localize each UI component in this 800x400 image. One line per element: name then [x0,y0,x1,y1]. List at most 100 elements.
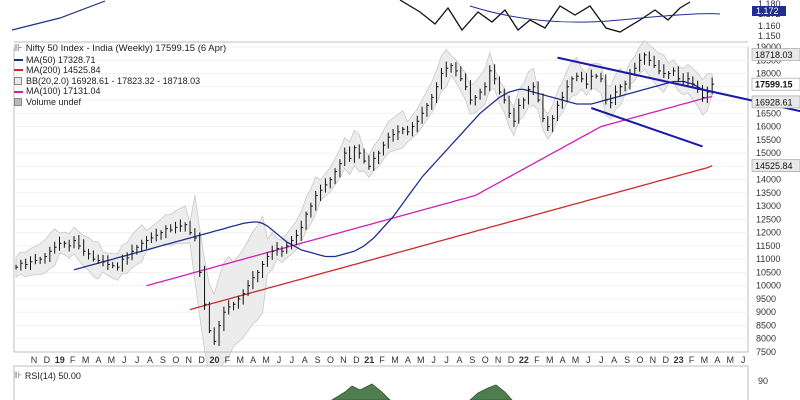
legend-label-bb: BB(20,2.0) 16928.61 - 17823.32 - 18718.0… [26,75,201,86]
top-panel-value-badge [752,6,786,16]
x-tick-label: J [599,355,604,365]
legend-item-volume: Volume undef [14,97,226,108]
price-grid [13,46,749,353]
plot-area [13,46,749,353]
trendline [590,107,703,148]
x-tick-label: M [572,355,580,365]
x-tick-label: S [160,355,166,365]
x-tick-label: S [624,355,630,365]
chart-legend: ⊪ Nifty 50 Index - India (Weekly) 17599.… [14,43,226,108]
x-tick-label: F [534,355,540,365]
x-tick-label: A [250,355,256,365]
x-tick-label: N [340,355,347,365]
y-tick-label: 15500 [756,135,781,145]
x-tick-label: A [302,355,308,365]
y-tick-label: 9000 [756,307,776,317]
price-bars [15,51,715,346]
x-tick-label: A [147,355,153,365]
x-tick-label: O [327,355,334,365]
value-label-badge [751,48,800,61]
rsi-overbought-area [331,383,391,400]
legend-swatch-volume [14,98,22,107]
chart-icon: ⊪ [14,43,23,54]
x-tick-label: 20 [209,355,219,365]
y-tick-label: 12000 [756,228,781,238]
legend-swatch-ma200 [14,69,23,72]
legend-item-ma200: MA(200) 14525.84 [14,65,226,76]
legend-swatch-bb [14,77,22,86]
top-panel-tick: 1.180 [758,0,781,9]
y-tick-label: 16000 [756,122,781,132]
x-tick-label: 21 [364,355,374,365]
x-tick-label: A [95,355,101,365]
x-tick-label: 19 [55,355,65,365]
legend-swatch-ma50 [14,58,23,61]
y-tick-label: 10000 [756,281,781,291]
value-label-badge [751,95,800,109]
time-axis: N D 19 F M A M J J A S O N D 20 F M A M J J A S O N D 21 F M A M J J A S O N… [14,351,748,365]
y-tick-label: 8000 [756,334,776,344]
top-panel-tick: 1.150 [758,31,781,41]
x-tick-label: D [44,355,51,365]
x-tick-label: J [586,355,591,365]
y-tick-label: 11000 [756,254,780,264]
legend-label-volume: Volume undef [26,96,82,107]
value-label-badge [751,77,800,91]
x-tick-label: J [741,355,746,365]
x-tick-label: F [225,355,231,365]
x-tick-label: S [315,355,321,365]
x-tick-label: M [391,355,399,365]
x-tick-label: A [611,355,617,365]
top-panel-ma-line [469,5,721,23]
legend-item-bb: BB(20,2.0) 16928.61 - 17823.32 - 18718.0… [14,76,226,87]
value-label-text: 18718.03 [755,50,793,60]
legend-label-ma50: MA(50) 17328.71 [26,54,96,65]
y-tick-label: 7500 [756,347,776,357]
x-tick-label: J [135,355,140,365]
top-panel-bg [0,0,800,42]
y-tick-label: 13500 [756,188,781,198]
top-panel-tick: 1.160 [758,21,781,31]
legend-label-ma100: MA(100) 17131.04 [26,86,101,97]
rsi-tick-label: 90 [758,376,768,386]
y-tick-label: 19000 [756,42,781,52]
rsi-panel: 90 [13,365,768,400]
value-label-badge [751,159,800,172]
legend-label-ma200: MA(200) 14525.84 [26,65,101,76]
x-tick-label: J [277,355,282,365]
x-tick-label: N [495,355,502,365]
x-tick-label: A [456,355,462,365]
value-label-text: 16928.61 [755,97,793,107]
y-tick-label: 9500 [756,294,776,304]
x-tick-label: F [70,355,76,365]
x-tick-label: J [444,355,449,365]
price-axis: 7500 8000 8500 9000 9500 10000 10500 11000 11500… [751,42,800,357]
value-label-text: 17599.15 [755,80,793,90]
legend-item-ma100: MA(100) 17131.04 [14,86,226,97]
y-tick-label: 14000 [756,175,781,185]
rsi-label-text: RSI(14) 50.00 [24,370,81,381]
x-tick-label: O [636,355,643,365]
x-tick-label: J [122,355,127,365]
rsi-legend: ⊪ RSI(14) 50.00 [14,370,81,381]
top-panel-line-left [11,0,106,31]
y-tick-label: 10500 [756,267,781,277]
x-tick-label: M [546,355,554,365]
rsi-overbought-area [469,384,513,400]
y-tick-label: 8500 [756,320,776,330]
x-tick-label: M [108,355,116,365]
y-tick-label: 16500 [756,108,781,118]
x-tick-label: N [650,355,657,365]
y-tick-label: 18000 [756,69,781,79]
x-tick-label: M [701,355,709,365]
rsi-icon: ⊪ [14,370,22,380]
x-tick-label: J [431,355,436,365]
x-tick-label: 23 [674,355,684,365]
top-panel-ratio-line [399,0,691,33]
x-tick-label: A [560,355,566,365]
x-tick-label: M [417,355,425,365]
x-tick-label: O [172,355,179,365]
x-tick-label: F [379,355,385,365]
y-tick-label: 13000 [756,201,781,211]
x-tick-label: D [353,355,360,365]
